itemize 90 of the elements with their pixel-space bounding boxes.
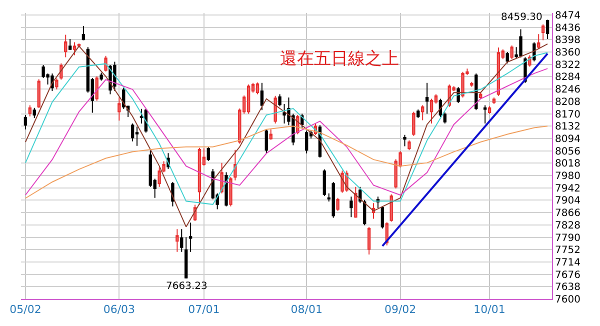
candlestick xyxy=(367,226,371,255)
candlestick xyxy=(118,97,121,122)
candlestick xyxy=(416,109,420,118)
candlestick xyxy=(64,34,68,58)
candlestick xyxy=(336,197,340,212)
y-tick-label: 7790 xyxy=(555,232,580,244)
candlestick xyxy=(176,228,179,252)
candlestick xyxy=(269,128,272,140)
y-tick-label: 7600 xyxy=(555,294,580,306)
y-tick-label: 8208 xyxy=(555,96,580,108)
candlestick xyxy=(322,168,326,196)
candlestick xyxy=(350,196,353,218)
y-tick-label: 8436 xyxy=(555,22,580,34)
x-tick-label: 10/01 xyxy=(474,303,506,316)
candlestick xyxy=(256,82,260,95)
candlestick xyxy=(224,172,228,207)
candlestick xyxy=(304,130,308,154)
candlestick xyxy=(546,19,550,40)
x-tick-label: 06/03 xyxy=(103,303,136,316)
candlestick xyxy=(421,104,424,121)
y-tick-label: 7714 xyxy=(555,257,580,268)
y-tick-label: 8018 xyxy=(555,158,580,170)
y-tick-label: 7676 xyxy=(555,270,580,281)
candlestick xyxy=(537,34,540,50)
candlestick xyxy=(234,149,237,181)
candlestick xyxy=(37,78,40,108)
y-tick-label: 8246 xyxy=(555,84,580,96)
candlestick xyxy=(492,97,496,104)
candlestick xyxy=(425,82,429,114)
x-tick-label: 09/02 xyxy=(384,303,416,316)
y-tick-label: 8094 xyxy=(555,134,580,145)
y-tick-label: 7980 xyxy=(555,171,580,182)
candlestick xyxy=(32,107,36,118)
candlestick xyxy=(264,128,268,154)
candlestick xyxy=(130,123,134,142)
candlestick xyxy=(506,52,509,64)
y-tick-label: 7904 xyxy=(555,196,580,207)
candlestick xyxy=(184,236,188,279)
y-tick-label: 7638 xyxy=(555,282,580,294)
y-tick-label: 8284 xyxy=(555,72,580,84)
candlestick xyxy=(55,78,58,90)
candlestick xyxy=(82,26,86,41)
candlestick xyxy=(24,114,28,130)
candlestick xyxy=(180,228,184,252)
candlestick xyxy=(260,82,264,111)
x-tick-label: 07/01 xyxy=(188,303,220,316)
y-tick-label: 8322 xyxy=(555,60,580,71)
line-series xyxy=(24,43,548,228)
candlestick xyxy=(68,38,72,51)
x-tick-label: 05/02 xyxy=(10,303,42,316)
candlestick xyxy=(278,94,282,107)
y-tick-label: 7828 xyxy=(555,220,580,232)
candlestick xyxy=(100,72,103,82)
line-series xyxy=(24,68,548,196)
candlestick xyxy=(188,222,192,252)
candlestick xyxy=(72,42,76,56)
candlestick xyxy=(206,146,210,162)
candlestick xyxy=(246,84,250,114)
line-series xyxy=(24,126,548,199)
y-tick-label: 7866 xyxy=(555,208,580,220)
annotation: 還在五日線之上 xyxy=(280,49,399,69)
candlestick xyxy=(363,199,366,226)
candlestick xyxy=(541,24,545,41)
candlestick xyxy=(198,147,202,206)
candlestick xyxy=(380,206,384,229)
candlestick xyxy=(488,106,492,114)
y-tick-label: 8170 xyxy=(555,109,580,120)
candlestick xyxy=(28,104,32,117)
y-tick-label: 8056 xyxy=(555,146,580,158)
candlestick xyxy=(354,186,358,218)
y-tick-label: 7942 xyxy=(555,183,580,194)
y-tick-label: 7752 xyxy=(555,245,580,256)
candlestick xyxy=(408,140,411,151)
y-tick-label: 8360 xyxy=(555,48,580,58)
x-tick-label: 08/01 xyxy=(290,303,322,316)
candlestick xyxy=(412,111,416,136)
annotation: 7663.23 xyxy=(166,281,208,292)
annotation: 8459.30 xyxy=(501,12,542,23)
candlestick xyxy=(332,182,335,218)
candlestick xyxy=(135,126,139,146)
candlestick xyxy=(430,98,434,124)
y-tick-label: 8398 xyxy=(555,35,580,46)
candlestick xyxy=(104,55,108,72)
y-tick-label: 8132 xyxy=(555,122,580,133)
candlestick xyxy=(403,134,406,147)
candlestick xyxy=(510,45,514,60)
candlestick xyxy=(229,176,232,207)
candlestick xyxy=(470,81,474,88)
y-tick-label: 8474 xyxy=(555,10,580,22)
candlestick xyxy=(483,104,487,124)
